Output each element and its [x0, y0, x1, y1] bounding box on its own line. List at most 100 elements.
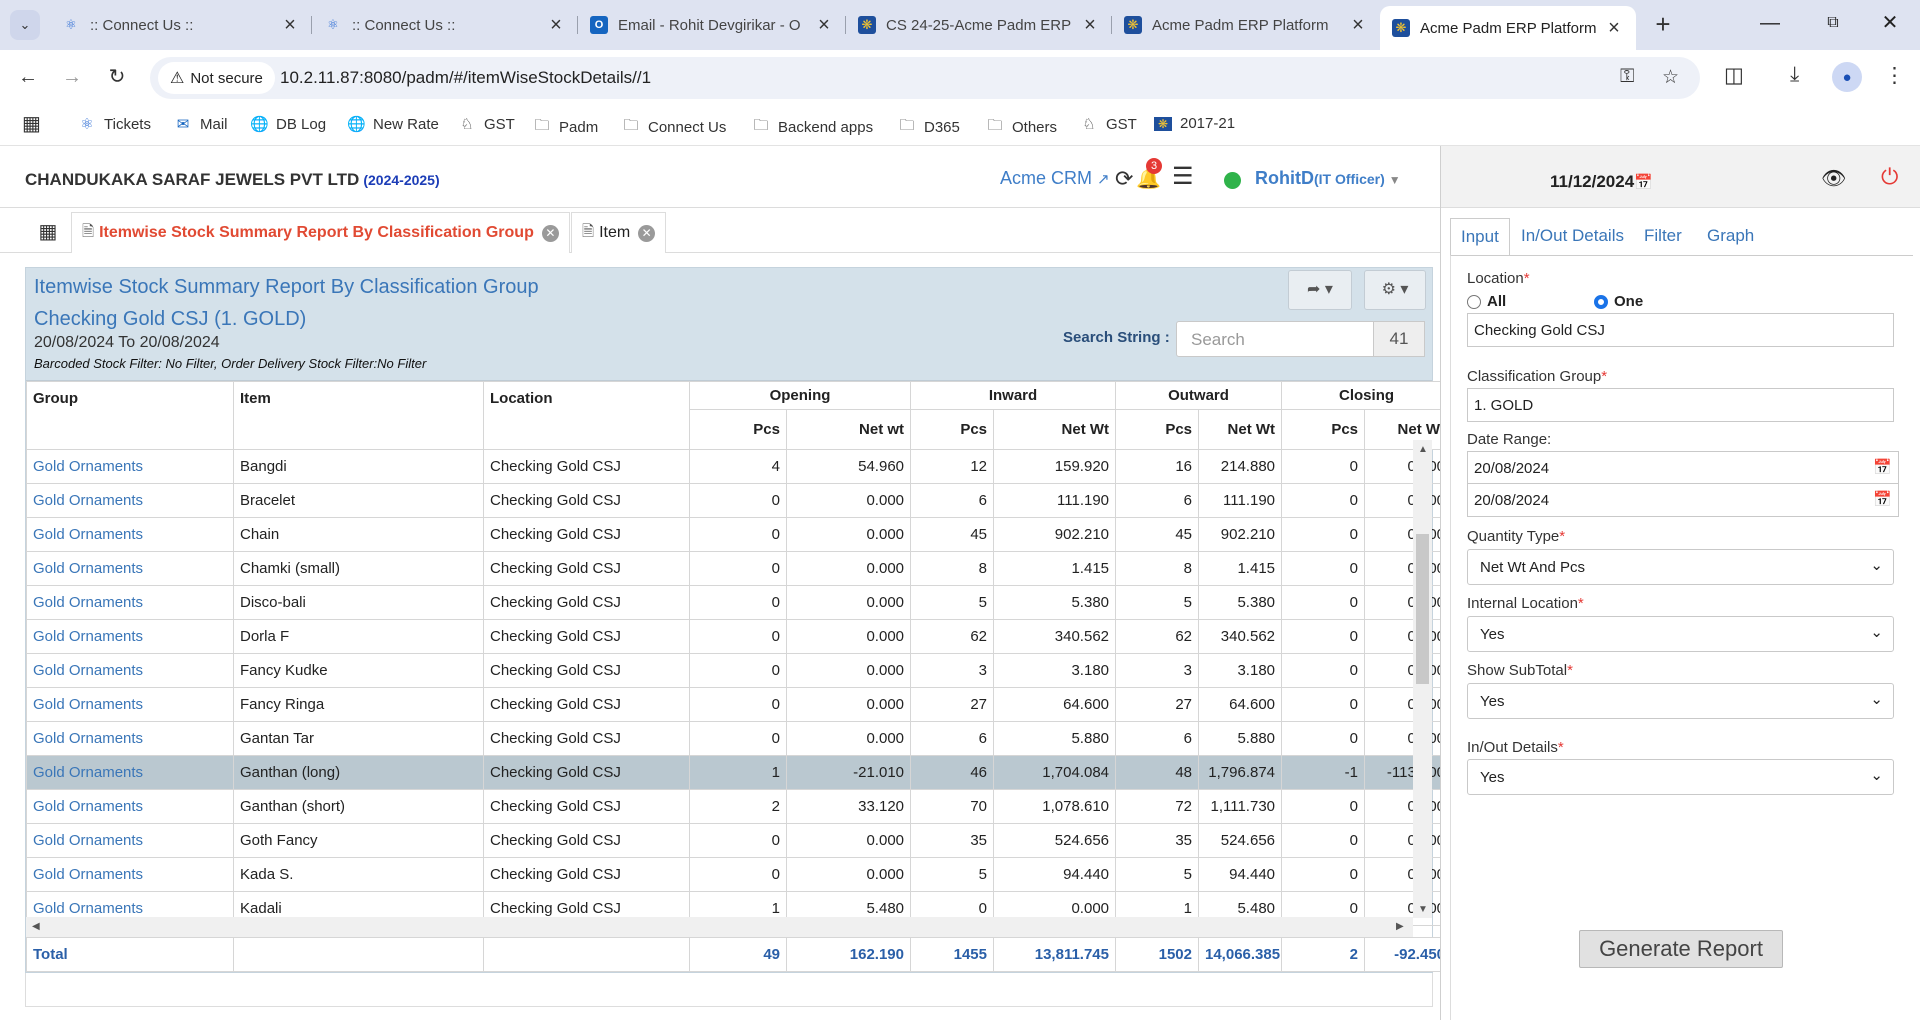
table-row[interactable]: Gold Ornaments Ganthan (short) Checking Go… [26, 789, 1453, 824]
browser-tab[interactable]: ❋ Acme Padm ERP Platform × [1112, 8, 1380, 42]
horizontal-scrollbar[interactable]: ◀ ▶ [26, 917, 1413, 937]
date-to-input[interactable]: 20/08/2024 📅 [1467, 483, 1899, 517]
browser-tab[interactable]: O Email - Rohit Devgirikar - O × [578, 8, 846, 42]
extensions-puzzle-icon[interactable]: ◫ [1724, 64, 1744, 87]
bookmark-item[interactable]: 🌐 DB Log [250, 115, 326, 134]
close-tab-icon[interactable]: × [818, 13, 830, 36]
cell-group[interactable]: Gold Ornaments [26, 755, 234, 790]
bookmark-item[interactable]: 🗀 Connect Us [622, 115, 726, 140]
sync-icon[interactable]: ⟳ [1115, 166, 1134, 191]
cell-group[interactable]: Gold Ornaments [26, 721, 234, 756]
bookmark-item[interactable]: 🗀 Padm [533, 115, 598, 140]
browser-tab[interactable]: ❋ CS 24-25-Acme Padm ERP × [846, 8, 1112, 42]
cell-group[interactable]: Gold Ornaments [26, 823, 234, 858]
header-item[interactable]: Item [233, 381, 484, 450]
cell-group[interactable]: Gold Ornaments [26, 619, 234, 654]
scroll-down-icon[interactable]: ▼ [1418, 904, 1428, 915]
header-opening-netwt[interactable]: Net wt [785, 409, 912, 450]
profile-avatar-icon[interactable]: ● [1832, 62, 1862, 92]
inout-details-select[interactable]: Yes ⌄ [1467, 759, 1894, 795]
reload-icon[interactable]: ↻ [108, 66, 126, 88]
date-from-input[interactable]: 20/08/2024 📅 [1467, 451, 1899, 485]
class-group-input[interactable]: 1. GOLD [1467, 388, 1894, 422]
key-icon[interactable]: ⚿ [1620, 66, 1635, 87]
table-row[interactable]: Gold Ornaments Gantan Tar Checking Gold CS… [26, 721, 1453, 756]
cell-group[interactable]: Gold Ornaments [26, 653, 234, 688]
header-group[interactable]: Group [26, 381, 234, 450]
internal-location-select[interactable]: Yes ⌄ [1467, 616, 1894, 652]
radio-one[interactable]: One [1594, 293, 1643, 310]
close-tab-icon[interactable]: × [1352, 13, 1364, 36]
bookmark-item[interactable]: 🌐 New Rate [347, 115, 439, 134]
browser-tab[interactable]: ⚛ :: Connect Us :: × [50, 8, 312, 42]
header-outward-pcs[interactable]: Pcs [1115, 409, 1200, 450]
table-row[interactable]: Gold Ornaments Bracelet Checking Gold CSJ 0… [26, 483, 1453, 518]
bookmark-item[interactable]: ♘ GST [458, 115, 515, 134]
browser-tab-active[interactable]: ❋ Acme Padm ERP Platform × [1380, 6, 1636, 50]
close-tab-icon[interactable]: ✕ [638, 224, 656, 242]
share-button[interactable]: ➦ ▾ [1288, 270, 1352, 310]
eye-slash-icon[interactable]: 👁 [1821, 168, 1847, 190]
generate-report-button[interactable]: Generate Report [1579, 930, 1783, 968]
cell-group[interactable]: Gold Ornaments [26, 857, 234, 892]
table-row[interactable]: Gold Ornaments Bangdi Checking Gold CSJ 4 54… [26, 449, 1453, 484]
table-row[interactable]: Gold Ornaments Chain Checking Gold CSJ 0 0.0… [26, 517, 1453, 552]
close-tab-icon[interactable]: × [284, 13, 296, 36]
bookmark-item[interactable]: ♘ GST [1080, 115, 1137, 134]
table-row[interactable]: Gold Ornaments Fancy Kudke Checking Gold C… [26, 653, 1453, 688]
scroll-up-icon[interactable]: ▲ [1418, 444, 1428, 455]
user-menu[interactable]: RohitD(IT Officer) ▼ [1255, 168, 1401, 189]
table-row[interactable]: Gold Ornaments Dorla F Checking Gold CSJ 0 0… [26, 619, 1453, 654]
tab-search-chevron-icon[interactable]: ⌄ [10, 10, 40, 40]
security-chip[interactable]: ⚠ Not secure [158, 62, 275, 94]
forward-arrow-icon[interactable]: → [62, 66, 82, 88]
more-menu-icon[interactable]: ⋮ [1884, 64, 1905, 87]
cell-group[interactable]: Gold Ornaments [26, 483, 234, 518]
table-row[interactable]: Gold Ornaments Fancy Ringa Checking Gold C… [26, 687, 1453, 722]
location-input[interactable]: Checking Gold CSJ [1467, 313, 1894, 347]
download-icon[interactable]: ⤓ [1790, 63, 1800, 86]
show-subtotal-select[interactable]: Yes ⌄ [1467, 683, 1894, 719]
search-input[interactable]: Search [1176, 321, 1374, 357]
close-tab-icon[interactable]: ✕ [541, 224, 559, 242]
current-date[interactable]: 11/12/2024📅 [1550, 172, 1653, 192]
header-inward-pcs[interactable]: Pcs [910, 409, 995, 450]
bookmark-item[interactable]: 🗀 Others [986, 115, 1057, 140]
header-closing-pcs[interactable]: Pcs [1281, 409, 1366, 450]
vertical-scrollbar[interactable]: ▲ ▼ [1413, 440, 1432, 918]
url-text[interactable]: 10.2.11.87:8080/padm/#/itemWiseStockDeta… [280, 68, 652, 87]
tab-graph[interactable]: Graph [1707, 226, 1755, 245]
header-opening-pcs[interactable]: Pcs [689, 409, 787, 450]
new-tab-plus-icon[interactable]: + [1655, 9, 1671, 39]
tab-filter[interactable]: Filter [1644, 226, 1682, 245]
close-tab-icon[interactable]: × [550, 13, 562, 36]
header-location[interactable]: Location [483, 381, 690, 450]
scroll-left-icon[interactable]: ◀ [32, 921, 40, 932]
crm-link[interactable]: Acme CRM ↗ [1000, 168, 1110, 189]
bookmark-item[interactable]: ❋ 2017-21 [1154, 115, 1235, 132]
restore-icon[interactable]: ⧉ [1827, 14, 1839, 31]
address-bar[interactable]: ⚠ Not secure 10.2.11.87:8080/padm/#/item… [150, 57, 1700, 99]
bookmark-item[interactable]: ✉ Mail [174, 115, 228, 134]
close-tab-icon[interactable]: × [1084, 13, 1096, 36]
cell-group[interactable]: Gold Ornaments [26, 687, 234, 722]
table-row[interactable]: Gold Ornaments Goth Fancy Checking Gold CS… [26, 823, 1453, 858]
qty-type-select[interactable]: Net Wt And Pcs ⌄ [1467, 549, 1894, 585]
cell-group[interactable]: Gold Ornaments [26, 789, 234, 824]
cell-group[interactable]: Gold Ornaments [26, 551, 234, 586]
scroll-right-icon[interactable]: ▶ [1396, 921, 1404, 932]
power-icon[interactable]: ⏻ [1881, 164, 1899, 189]
header-inward-netwt[interactable]: Net Wt [993, 409, 1117, 450]
bookmark-item[interactable]: 🗀 Backend apps [752, 115, 873, 140]
tab-inout-details[interactable]: In/Out Details [1521, 226, 1624, 245]
table-row[interactable]: Gold Ornaments Kada S. Checking Gold CSJ 0 0… [26, 857, 1453, 892]
cell-group[interactable]: Gold Ornaments [26, 449, 234, 484]
browser-tab[interactable]: ⚛ :: Connect Us :: × [312, 8, 578, 42]
settings-button[interactable]: ⚙ ▾ [1364, 270, 1426, 310]
radio-all[interactable]: All [1467, 293, 1506, 310]
calendar-icon[interactable]: 📅 [1873, 459, 1892, 476]
cell-group[interactable]: Gold Ornaments [26, 585, 234, 620]
tab-item[interactable]: 🗎 Item ✕ [571, 212, 667, 253]
back-arrow-icon[interactable]: ← [18, 66, 38, 88]
table-row[interactable]: Gold Ornaments Chamki (small) Checking Gol… [26, 551, 1453, 586]
